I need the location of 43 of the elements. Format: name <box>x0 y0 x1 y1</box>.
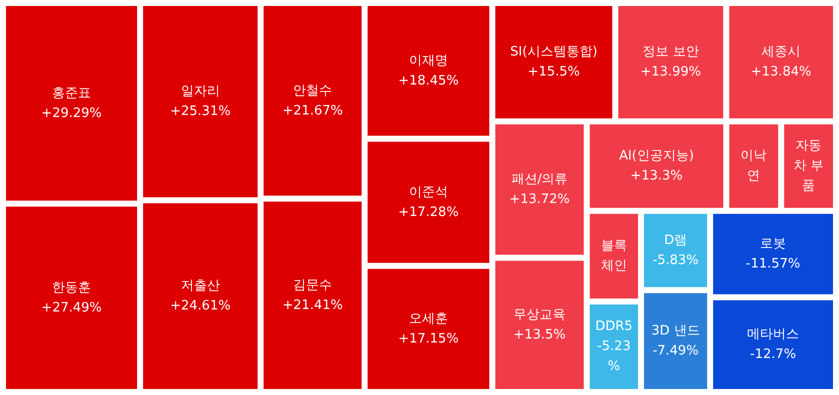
data-label: -7.49% <box>652 344 699 359</box>
data-label: +29.29% <box>41 106 102 121</box>
category-label: 홍준표 <box>52 86 92 101</box>
category-label: 정보 보안 <box>642 44 699 60</box>
category-label: 자동차 부품 <box>794 138 824 194</box>
data-label: +13.3% <box>630 168 683 184</box>
data-label: +13.72% <box>509 192 570 208</box>
category-label: 3D 낸드 <box>651 324 700 339</box>
data-label: +17.15% <box>398 331 459 346</box>
category-label: AI(인공지능) <box>619 148 694 164</box>
data-label: +27.49% <box>41 300 102 316</box>
data-label: -5.83% <box>652 253 699 268</box>
category-label: 로봇 <box>760 236 786 252</box>
data-label: +21.41% <box>282 298 343 313</box>
category-label: 안철수 <box>293 83 332 98</box>
data-label: +24.61% <box>170 298 231 314</box>
category-label: 무상교육 <box>514 307 566 322</box>
category-label: 이낙연 <box>740 148 767 184</box>
category-label: D램 <box>664 233 688 248</box>
data-label: +17.28% <box>398 204 459 220</box>
data-label: +25.31% <box>170 104 231 120</box>
category-label: 이준석 <box>408 184 448 200</box>
data-label: -5.23% <box>597 339 631 374</box>
category-label: 패션/의류 <box>511 172 568 188</box>
category-label: 일자리 <box>180 84 220 100</box>
data-label: +18.45% <box>398 73 459 88</box>
category-label: 세종시 <box>762 44 801 60</box>
category-label: 메타버스 <box>747 327 800 342</box>
category-label: 블록체인 <box>600 238 627 274</box>
data-label: +15.5% <box>528 64 580 80</box>
data-label: +21.67% <box>282 103 343 118</box>
data-label: +13.5% <box>513 327 566 342</box>
category-label: DDR5 <box>595 319 633 334</box>
data-label: +13.99% <box>640 64 701 80</box>
data-label: +13.84% <box>750 64 812 80</box>
category-label: 오세훈 <box>408 311 448 326</box>
category-label: 저출산 <box>180 278 220 294</box>
data-label: -12.7% <box>750 347 796 362</box>
data-label: -11.57% <box>746 256 800 272</box>
category-label: 한동훈 <box>52 280 92 296</box>
category-label: SI(시스템통합) <box>510 44 598 60</box>
category-label: 이재명 <box>408 53 448 68</box>
category-label: 김문수 <box>293 278 332 293</box>
